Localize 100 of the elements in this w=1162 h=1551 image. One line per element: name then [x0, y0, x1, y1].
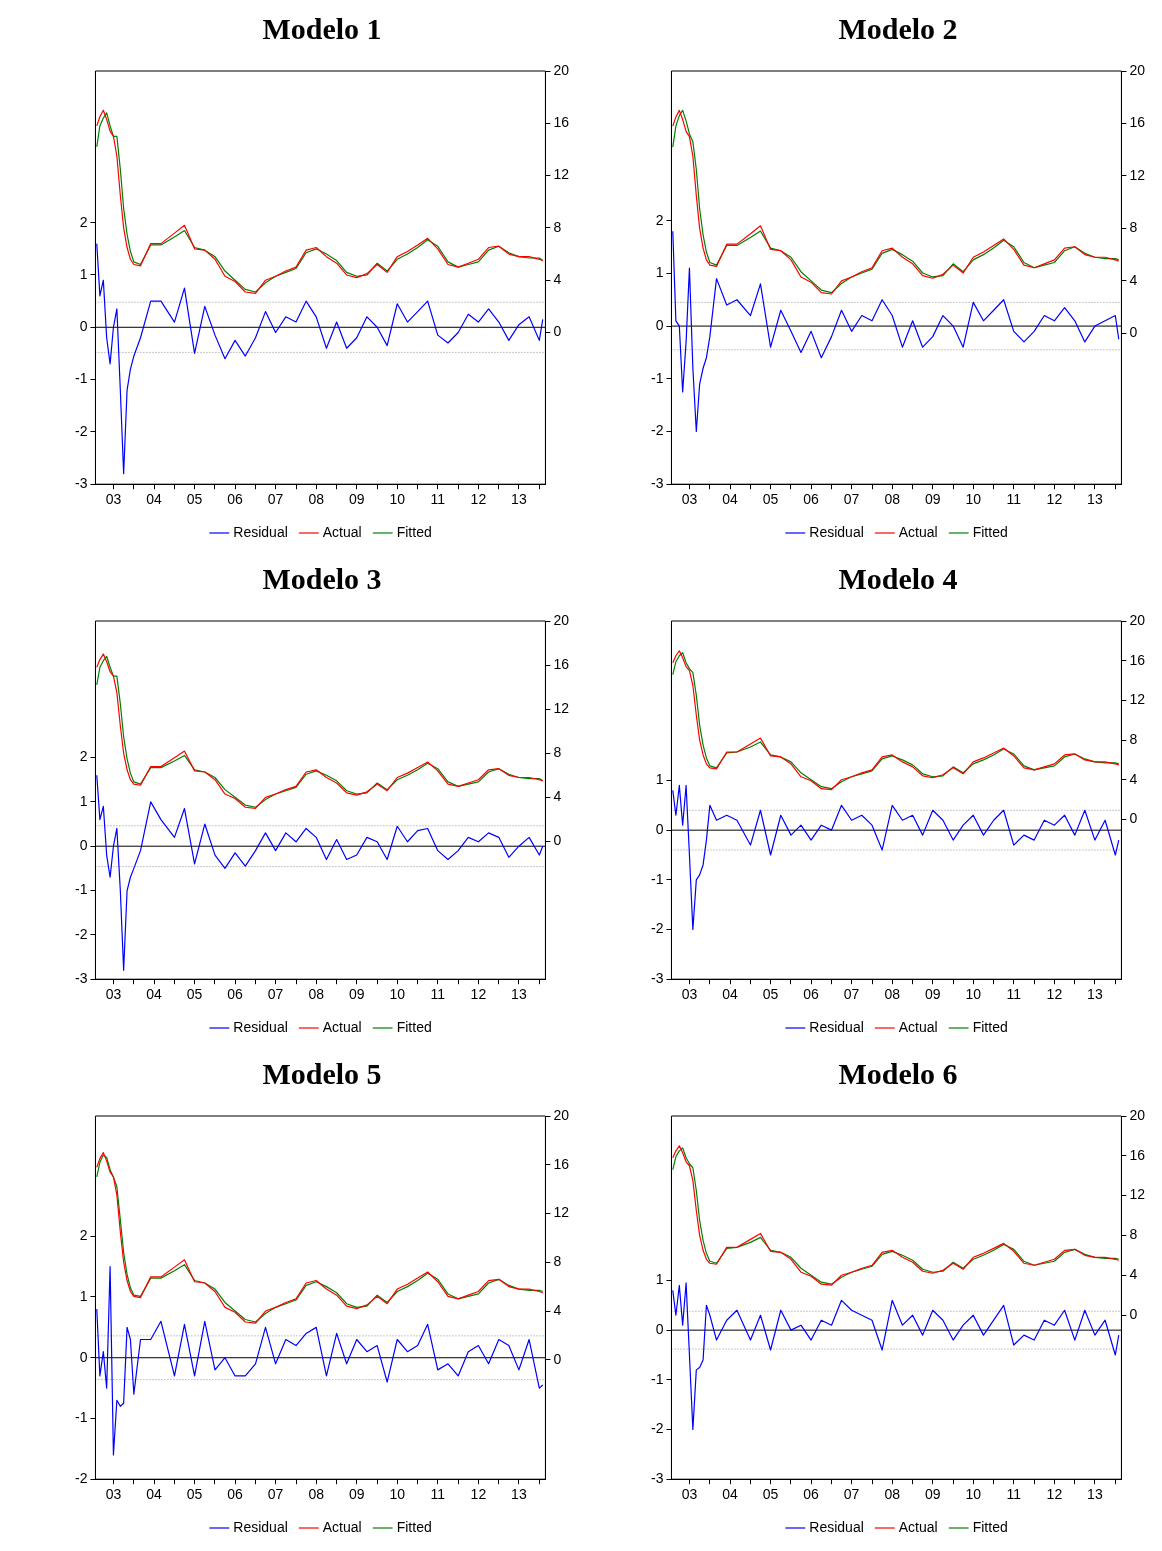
x-tick-label: 10	[389, 986, 406, 1003]
y2-tick-label: 16	[553, 1155, 570, 1172]
x-tick-label: 13	[1087, 986, 1103, 1003]
y2-tick-label: 8	[553, 1253, 562, 1270]
x-tick-label: 09	[348, 491, 365, 508]
x-tick-label: 04	[722, 1486, 739, 1503]
x-tick-label: 05	[186, 1486, 203, 1503]
x-tick-label: 04	[146, 986, 163, 1003]
y-tick-label: 0	[655, 821, 664, 838]
legend-label: Fitted	[972, 1518, 1008, 1535]
x-tick-label: 05	[762, 1486, 779, 1503]
y-tick-label: 1	[79, 792, 88, 809]
y-tick-label: -3	[651, 1470, 664, 1487]
x-tick-label: 12	[470, 986, 487, 1003]
legend-label: Actual	[898, 523, 938, 540]
x-tick-label: 06	[803, 986, 820, 1003]
x-tick-label: 11	[1006, 1486, 1022, 1503]
legend-label: Fitted	[972, 1018, 1008, 1035]
legend-label: Actual	[898, 1018, 938, 1035]
x-tick-label: 05	[762, 491, 779, 508]
chart-title: Modelo 1	[262, 11, 382, 45]
x-tick-label: 11	[430, 1486, 446, 1503]
x-tick-label: 13	[511, 986, 527, 1003]
y2-tick-label: 8	[1129, 219, 1138, 236]
y-tick-label: -3	[651, 970, 664, 987]
x-tick-label: 13	[1087, 491, 1103, 508]
y-tick-label: -2	[75, 1470, 88, 1487]
y2-tick-label: 0	[553, 1350, 562, 1367]
y2-tick-label: 4	[553, 271, 562, 288]
x-tick-label: 03	[681, 491, 698, 508]
x-tick-label: 08	[884, 1486, 901, 1503]
y2-tick-label: 20	[553, 1106, 570, 1123]
x-tick-label: 12	[1046, 986, 1063, 1003]
y2-tick-label: 0	[1129, 810, 1138, 827]
y-tick-label: 0	[655, 316, 664, 333]
x-tick-label: 08	[884, 491, 901, 508]
x-tick-label: 12	[1046, 491, 1063, 508]
x-tick-label: 03	[681, 1486, 698, 1503]
x-tick-label: 08	[308, 986, 325, 1003]
y2-tick-label: 20	[1129, 61, 1146, 78]
y-tick-label: 1	[655, 264, 664, 281]
x-tick-label: 06	[227, 1486, 244, 1503]
x-tick-label: 06	[227, 986, 244, 1003]
y2-tick-label: 0	[553, 323, 562, 340]
x-tick-label: 12	[470, 1486, 487, 1503]
y-tick-label: 2	[79, 1227, 88, 1244]
y2-tick-label: 16	[553, 655, 570, 672]
y2-tick-label: 8	[553, 744, 562, 761]
y2-tick-label: 0	[1129, 324, 1138, 341]
x-tick-label: 08	[308, 491, 325, 508]
y-tick-label: -1	[651, 1370, 664, 1387]
y-tick-label: -2	[75, 422, 88, 439]
y2-tick-label: 0	[1129, 1305, 1138, 1322]
y-tick-label: 2	[79, 748, 88, 765]
y2-tick-label: 12	[1129, 1186, 1146, 1203]
x-tick-label: 10	[389, 1486, 406, 1503]
y2-tick-label: 4	[1129, 770, 1138, 787]
x-tick-label: 10	[965, 1486, 982, 1503]
y-tick-label: -2	[651, 920, 664, 937]
y-tick-label: 0	[655, 1321, 664, 1337]
y2-tick-label: 16	[1129, 651, 1146, 668]
legend-label: Actual	[322, 1518, 362, 1535]
x-tick-label: 05	[186, 491, 203, 508]
y-tick-label: 0	[79, 318, 88, 335]
y2-tick-label: 16	[553, 114, 570, 131]
x-tick-label: 12	[1046, 1486, 1063, 1503]
x-tick-label: 07	[843, 1486, 860, 1503]
y-tick-label: -2	[651, 422, 664, 439]
chart-title: Modelo 6	[838, 1056, 958, 1090]
legend-label: Residual	[233, 1518, 288, 1535]
chart-title: Modelo 3	[262, 561, 382, 595]
y-tick-label: -1	[75, 881, 88, 898]
chart-title: Modelo 4	[838, 561, 958, 595]
y-tick-label: -3	[75, 970, 88, 987]
x-tick-label: 09	[924, 1486, 941, 1503]
x-tick-label: 05	[762, 986, 779, 1003]
x-tick-label: 04	[722, 986, 739, 1003]
y2-tick-label: 8	[1129, 730, 1138, 747]
x-tick-label: 13	[1087, 1486, 1103, 1503]
y2-tick-label: 16	[1129, 114, 1146, 131]
x-tick-label: 11	[1006, 491, 1022, 508]
x-tick-label: 07	[843, 986, 860, 1003]
y2-tick-label: 20	[553, 61, 570, 78]
y-tick-label: 0	[79, 1348, 88, 1365]
x-tick-label: 09	[348, 986, 365, 1003]
x-tick-label: 03	[105, 1486, 122, 1503]
y2-tick-label: 4	[1129, 271, 1138, 288]
x-tick-label: 11	[430, 986, 446, 1003]
chart-title: Modelo 2	[838, 11, 958, 45]
legend-label: Residual	[809, 1518, 864, 1535]
legend-label: Residual	[233, 523, 288, 540]
x-tick-label: 10	[965, 491, 982, 508]
x-tick-label: 03	[105, 986, 122, 1003]
x-tick-label: 12	[470, 491, 487, 508]
chart-title: Modelo 5	[262, 1056, 382, 1090]
y2-tick-label: 16	[1129, 1146, 1146, 1163]
y-tick-label: -3	[651, 475, 664, 492]
y-tick-label: -1	[75, 1409, 88, 1426]
y2-tick-label: 4	[1129, 1266, 1138, 1283]
x-tick-label: 03	[105, 491, 122, 508]
